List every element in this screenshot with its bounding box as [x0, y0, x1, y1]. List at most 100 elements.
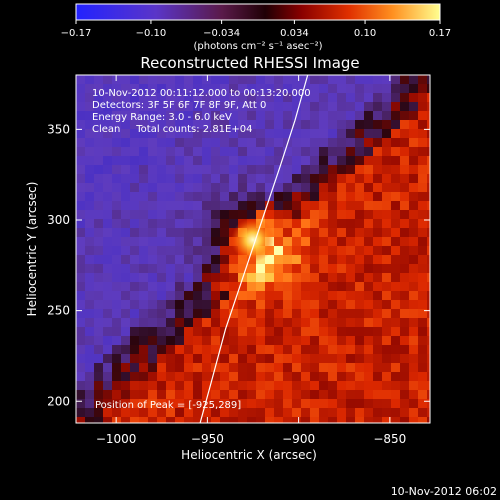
heatmap-pixel [265, 408, 274, 417]
heatmap-pixel [382, 228, 391, 237]
heatmap-pixel [301, 174, 310, 183]
heatmap-pixel [427, 75, 430, 84]
heatmap-pixel [238, 309, 247, 318]
heatmap-pixel [292, 228, 301, 237]
heatmap-pixel [193, 309, 202, 318]
heatmap-pixel [157, 291, 166, 300]
heatmap-pixel [76, 138, 85, 147]
heatmap-pixel [112, 138, 121, 147]
heatmap-pixel [328, 282, 337, 291]
heatmap-pixel [193, 354, 202, 363]
heatmap-pixel [409, 381, 418, 390]
heatmap-pixel [103, 390, 112, 399]
heatmap-pixel [175, 408, 184, 417]
heatmap-pixel [256, 183, 265, 192]
heatmap-pixel [220, 120, 229, 129]
heatmap-pixel [409, 354, 418, 363]
heatmap-pixel [211, 300, 220, 309]
heatmap-pixel [148, 291, 157, 300]
heatmap-pixel [328, 390, 337, 399]
heatmap-pixel [112, 147, 121, 156]
heatmap-pixel [400, 183, 409, 192]
heatmap-pixel [382, 156, 391, 165]
heatmap-pixel [112, 264, 121, 273]
heatmap-pixel [94, 417, 103, 423]
heatmap-pixel [130, 318, 139, 327]
heatmap-pixel [265, 111, 274, 120]
heatmap-pixel [166, 390, 175, 399]
heatmap-pixel [319, 111, 328, 120]
heatmap-pixel [391, 174, 400, 183]
heatmap-pixel [157, 174, 166, 183]
heatmap-pixel [130, 183, 139, 192]
heatmap-pixel [238, 174, 247, 183]
heatmap-pixel [211, 354, 220, 363]
colorbar-ticks: −0.17 −0.10 −0.034 0.034 0.10 0.17 [61, 20, 451, 39]
heatmap-pixel [301, 183, 310, 192]
heatmap-pixel [112, 309, 121, 318]
heatmap-pixel [220, 309, 229, 318]
heatmap-pixel [346, 381, 355, 390]
heatmap-pixel [283, 327, 292, 336]
heatmap-pixel [76, 246, 85, 255]
heatmap-pixel [238, 336, 247, 345]
heatmap-pixel [202, 318, 211, 327]
heatmap-pixel [283, 93, 292, 102]
heatmap-pixel [328, 228, 337, 237]
heatmap-pixel [202, 84, 211, 93]
heatmap-pixel [139, 300, 148, 309]
heatmap-pixel [337, 192, 346, 201]
heatmap-pixel [184, 300, 193, 309]
heatmap-pixel [274, 336, 283, 345]
heatmap-pixel [328, 327, 337, 336]
heatmap-pixel [157, 93, 166, 102]
heatmap-pixel [229, 390, 238, 399]
heatmap-pixel [148, 156, 157, 165]
heatmap-pixel [301, 318, 310, 327]
heatmap-pixel [301, 300, 310, 309]
heatmap-pixel [346, 156, 355, 165]
heatmap-pixel [292, 345, 301, 354]
heatmap-pixel [166, 93, 175, 102]
heatmap-pixel [94, 282, 103, 291]
heatmap-pixel [121, 165, 130, 174]
heatmap-pixel [409, 318, 418, 327]
heatmap-pixel [193, 138, 202, 147]
heatmap-pixel [346, 219, 355, 228]
heatmap-pixel [373, 102, 382, 111]
heatmap-pixel [148, 120, 157, 129]
heatmap-pixel [310, 129, 319, 138]
heatmap-pixel [283, 363, 292, 372]
heatmap-pixel [85, 381, 94, 390]
heatmap-pixel [265, 345, 274, 354]
heatmap-pixel [283, 102, 292, 111]
heatmap-pixel [274, 174, 283, 183]
heatmap-pixel [274, 291, 283, 300]
heatmap-pixel [292, 192, 301, 201]
heatmap-pixel [328, 93, 337, 102]
heatmap-pixel [256, 300, 265, 309]
heatmap-pixel [211, 282, 220, 291]
heatmap-pixel [292, 381, 301, 390]
heatmap-pixel [202, 291, 211, 300]
heatmap-pixel [355, 354, 364, 363]
heatmap-pixel [193, 417, 202, 423]
heatmap-pixel [184, 273, 193, 282]
heatmap-pixel [112, 129, 121, 138]
heatmap-pixel [346, 147, 355, 156]
heatmap-pixel [346, 192, 355, 201]
heatmap-pixel [184, 201, 193, 210]
heatmap-pixel [94, 228, 103, 237]
heatmap-pixel [157, 111, 166, 120]
heatmap-pixel [112, 327, 121, 336]
heatmap-pixel [418, 354, 427, 363]
heatmap-pixel [391, 201, 400, 210]
heatmap-pixel [283, 300, 292, 309]
heatmap-pixel [427, 120, 430, 129]
heatmap-pixel [202, 165, 211, 174]
heatmap-pixel [247, 264, 256, 273]
heatmap-pixel [265, 309, 274, 318]
heatmap-pixel [373, 111, 382, 120]
heatmap-pixel [175, 219, 184, 228]
heatmap-pixel [382, 417, 391, 423]
